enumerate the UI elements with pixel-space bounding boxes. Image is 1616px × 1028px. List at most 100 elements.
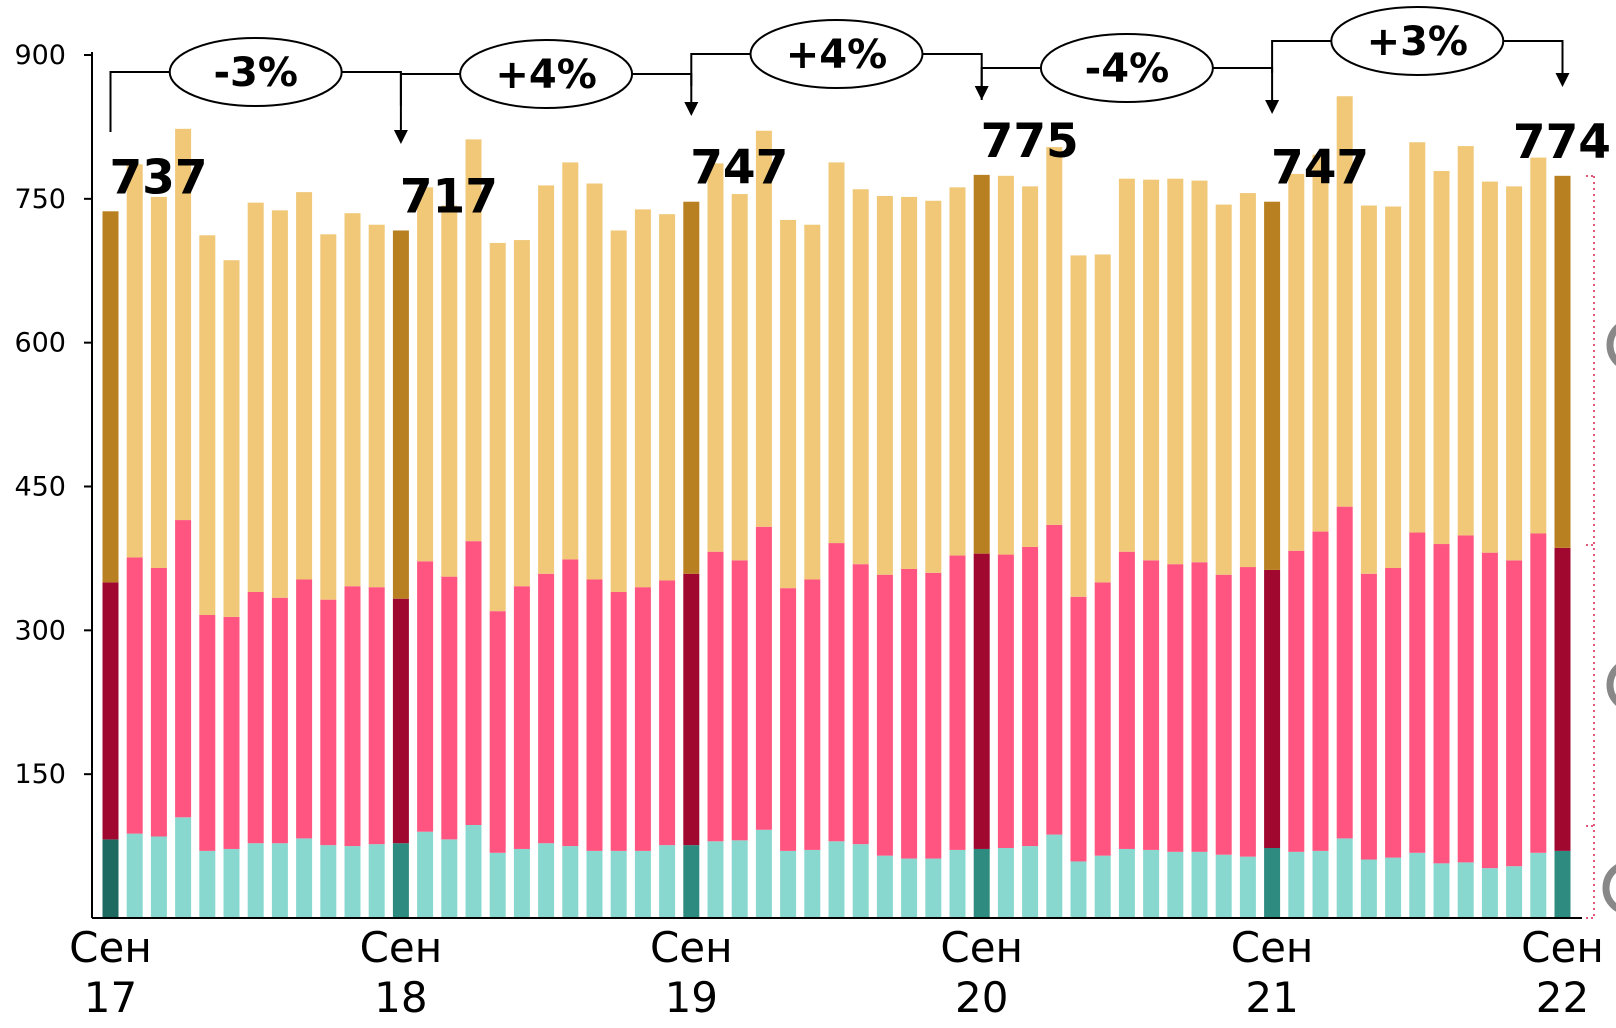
y-tick-label: 150 — [14, 759, 66, 790]
side-circle-icon — [1602, 864, 1616, 912]
bar-stack — [175, 128, 192, 918]
bar-stack — [1481, 181, 1498, 918]
bar-segment-bottom — [949, 849, 966, 918]
bar-segment-bottom — [1385, 857, 1402, 918]
arrow-head — [1265, 100, 1280, 114]
bar-segment-middle — [1312, 531, 1329, 851]
bar-segment-middle — [296, 579, 313, 839]
bar-segment-top — [1094, 254, 1111, 583]
bar-stack — [1191, 180, 1208, 918]
bar-stack — [683, 201, 700, 918]
bar-segment-top — [683, 201, 700, 574]
bar-segment-middle — [199, 614, 216, 851]
bar-segment-top — [1264, 201, 1281, 570]
bar-segment-top — [271, 210, 288, 598]
bar-segment-middle — [1409, 532, 1426, 853]
bar-segment-bottom — [610, 850, 627, 918]
bar-segment-top — [586, 183, 603, 580]
bar-stack — [1360, 205, 1377, 918]
bar-stack — [1336, 96, 1353, 918]
x-label-month: Сен — [1521, 923, 1604, 972]
bar-stack — [1409, 142, 1426, 918]
bar-segment-bottom — [538, 843, 555, 918]
x-label-year: 17 — [84, 973, 137, 1022]
bar-stack — [780, 219, 797, 918]
bar-segment-bottom — [1409, 852, 1426, 918]
bar-segment-bottom — [271, 843, 288, 918]
bar-segment-top — [1554, 175, 1571, 548]
bar-stack — [465, 139, 482, 918]
bar-segment-middle — [441, 576, 458, 840]
bar-segment-middle — [1143, 560, 1160, 850]
bar-segment-middle — [876, 574, 893, 856]
change-bubble — [1039, 33, 1214, 103]
bar-stack — [1385, 206, 1402, 918]
bar-segment-bottom — [828, 841, 845, 918]
bar-segment-middle — [1360, 573, 1377, 860]
y-tick-label: 450 — [14, 472, 66, 503]
bar-segment-top — [1288, 173, 1305, 551]
bar-segment-bottom — [731, 840, 748, 918]
bar-segment-bottom — [150, 836, 167, 918]
bar-segment-top — [320, 234, 337, 600]
bar-stack — [1433, 171, 1450, 918]
bar-segment-bottom — [634, 850, 651, 918]
bar-segment-top — [1167, 178, 1184, 565]
bar-segment-top — [973, 174, 990, 554]
bar-stack — [973, 174, 990, 918]
bar-stack — [1143, 179, 1160, 918]
bar-stack — [1118, 178, 1135, 918]
y-tick-label: 750 — [14, 184, 66, 215]
change-annotation: +4% — [399, 39, 699, 116]
bar-segment-bottom — [1118, 848, 1135, 918]
bar-segment-bottom — [1239, 856, 1256, 918]
bar-stack — [1554, 175, 1571, 918]
side-circle-icon — [1606, 664, 1616, 706]
change-label: -3% — [213, 50, 298, 96]
bar-segment-bottom — [392, 843, 409, 918]
bar-segment-middle — [1481, 552, 1498, 869]
bar-stack — [489, 242, 506, 918]
bar-segment-middle — [1167, 564, 1184, 852]
bar-segment-top — [1336, 96, 1353, 507]
bar-segment-bottom — [1215, 854, 1232, 918]
bar-stack — [1530, 157, 1547, 918]
bar-stack — [586, 183, 603, 918]
bar-segment-bottom — [102, 839, 119, 918]
y-tick-label: 600 — [14, 328, 66, 359]
bar-segment-top — [513, 240, 530, 587]
bar-segment-middle — [465, 541, 482, 825]
bar-stack — [949, 187, 966, 918]
bar-stack — [247, 202, 264, 918]
right-side-decoration — [1586, 175, 1616, 919]
change-label: +4% — [786, 32, 887, 78]
bar-stack — [804, 224, 821, 918]
bar-segment-middle — [828, 543, 845, 842]
bar-segment-bottom — [1481, 868, 1498, 918]
bar-segment-middle — [804, 579, 821, 850]
bar-segment-bottom — [441, 839, 458, 918]
bar-segment-bottom — [223, 848, 240, 918]
total-label: 737 — [109, 150, 207, 205]
bar-segment-bottom — [1070, 861, 1087, 918]
bar-segment-top — [296, 192, 313, 580]
change-bubble — [168, 37, 343, 107]
bar-stack — [1239, 193, 1256, 918]
bar-segment-bottom — [175, 817, 192, 918]
bar-stack — [271, 210, 288, 918]
x-label-month: Сен — [360, 923, 443, 972]
change-bubble — [1330, 6, 1505, 76]
bar-segment-middle — [344, 586, 361, 847]
bar-segment-bottom — [876, 855, 893, 918]
bar-segment-middle — [755, 526, 772, 830]
bar-stack — [1167, 178, 1184, 918]
bar-segment-top — [804, 224, 821, 580]
arrow-head — [393, 130, 408, 144]
bar-stack — [852, 189, 869, 918]
bar-segment-top — [368, 224, 385, 588]
bar-segment-bottom — [1360, 859, 1377, 918]
bar-segment-middle — [901, 568, 918, 859]
bar-stack — [199, 235, 216, 918]
